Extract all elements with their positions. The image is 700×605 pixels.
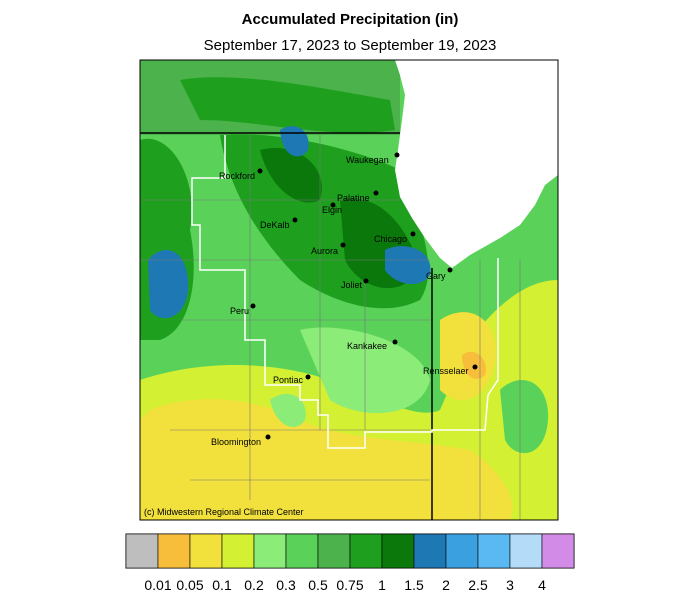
legend-label: 0.3 — [276, 577, 296, 593]
legend-swatch — [381, 533, 415, 569]
legend-label: 2.5 — [468, 577, 488, 593]
city-dot — [265, 434, 271, 440]
legend-label: 2 — [442, 577, 450, 593]
legend-swatch — [285, 533, 319, 569]
city-dot — [373, 190, 379, 196]
city-dot — [250, 303, 256, 309]
legend-label: 3 — [506, 577, 514, 593]
city-dot — [330, 202, 336, 208]
city-label: Chicago — [374, 234, 407, 244]
legend-label: 0.2 — [244, 577, 264, 593]
legend-swatch — [189, 533, 223, 569]
map-frame — [139, 59, 559, 521]
legend-swatch — [221, 533, 255, 569]
city-label: Gary — [426, 271, 446, 281]
city-dot — [472, 364, 478, 370]
city-dot — [340, 242, 346, 248]
legend-label: 0.5 — [308, 577, 328, 593]
legend-swatch — [413, 533, 447, 569]
legend-label: 0.1 — [212, 577, 232, 593]
legend-swatch — [509, 533, 543, 569]
city-label: Waukegan — [346, 155, 389, 165]
city-label: Bloomington — [211, 437, 261, 447]
city-label: Kankakee — [347, 341, 387, 351]
precip-map — [140, 60, 558, 520]
city-label: Pontiac — [273, 375, 304, 385]
city-dot — [394, 152, 400, 158]
legend-swatch — [349, 533, 383, 569]
legend-swatch — [125, 533, 159, 569]
legend-label: 4 — [538, 577, 546, 593]
city-label: Peru — [230, 306, 249, 316]
city-label: Aurora — [311, 246, 338, 256]
legend-label: 1 — [378, 577, 386, 593]
city-label: Joliet — [341, 280, 363, 290]
city-dot — [392, 339, 398, 345]
legend-label: 1.5 — [404, 577, 424, 593]
legend-label: 0.05 — [176, 577, 203, 593]
title: Accumulated Precipitation (in) — [242, 11, 459, 28]
city-label: Elgin — [322, 205, 342, 215]
city-dot — [305, 374, 311, 380]
legend-swatch — [477, 533, 511, 569]
legend-swatch — [445, 533, 479, 569]
city-dot — [363, 278, 369, 284]
credit: (c) Midwestern Regional Climate Center — [144, 507, 304, 517]
legend-swatch — [253, 533, 287, 569]
legend-swatch — [541, 533, 575, 569]
legend-label: 0.01 — [144, 577, 171, 593]
legend-swatch — [317, 533, 351, 569]
city-label: Rockford — [219, 171, 255, 181]
city-label: Palatine — [337, 193, 370, 203]
city-dot — [410, 231, 416, 237]
legend-label: 0.75 — [336, 577, 363, 593]
city-dot — [447, 267, 453, 273]
city-dot — [257, 168, 263, 174]
city-label: Rensselaer — [423, 366, 469, 376]
city-dot — [292, 217, 298, 223]
subtitle: September 17, 2023 to September 19, 2023 — [204, 37, 497, 54]
city-label: DeKalb — [260, 220, 290, 230]
legend-swatch — [157, 533, 191, 569]
